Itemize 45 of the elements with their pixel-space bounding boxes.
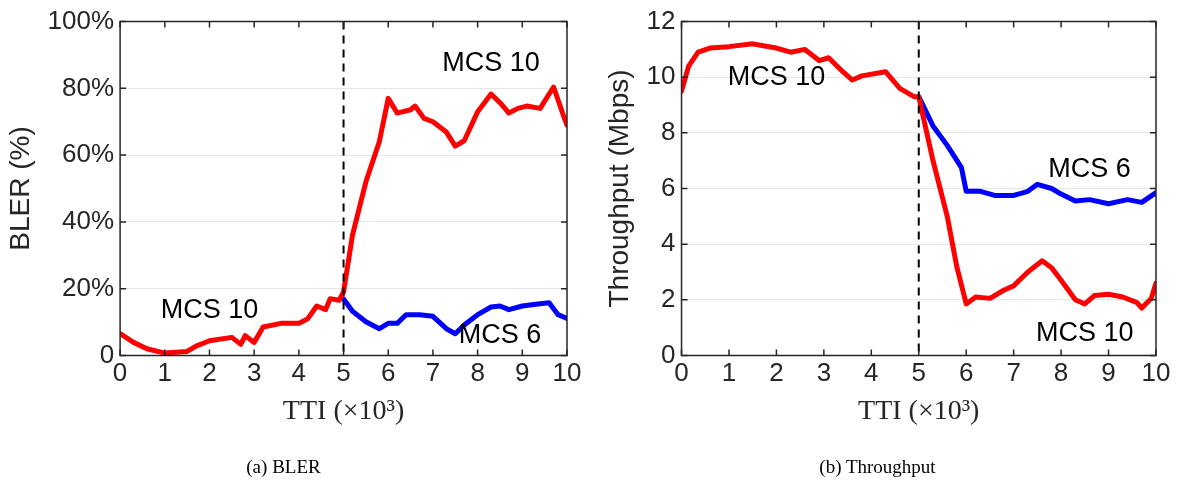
text: (b) Throughput [819, 455, 937, 478]
y-tick-label: 40% [62, 205, 115, 236]
annotation: MCS 10 [1036, 317, 1134, 348]
x-tick-label: 9 [1101, 357, 1116, 388]
x-tick-label: 7 [1006, 357, 1021, 388]
y-tick-label: 80% [62, 71, 115, 102]
y-tick-label: 2 [661, 282, 676, 313]
x-tick-label: 6 [958, 357, 974, 388]
y-tick-label: 12 [646, 4, 676, 35]
y-axis-title: BLER (%) [3, 126, 35, 251]
x-tick-label: 2 [769, 357, 784, 388]
annotation: MCS 6 [1048, 153, 1131, 184]
y-tick-label: 0 [99, 338, 115, 369]
x-tick-label: 6 [381, 357, 396, 388]
text: (a) BLER [246, 455, 322, 478]
x-tick-label: 4 [291, 357, 307, 388]
y-tick-label: 6 [661, 171, 676, 202]
x-tick-label: 9 [515, 357, 530, 388]
y-tick-label: 60% [62, 138, 115, 169]
x-tick-label: 2 [202, 357, 217, 388]
y-tick-label: 10 [646, 60, 676, 91]
y-tick-label: 20% [62, 271, 115, 302]
x-tick-label: 10 [552, 357, 582, 388]
x-tick-label: 3 [816, 357, 832, 388]
annotation: MCS 6 [458, 319, 542, 350]
y-axis-title: Throughput (Mbps) [602, 69, 634, 308]
y-tick-label: 4 [661, 227, 676, 258]
y-tick-label: 0 [661, 338, 676, 369]
annotation: MCS 10 [442, 47, 540, 78]
x-tick-label: 5 [336, 357, 351, 388]
annotation: MCS 10 [727, 61, 826, 92]
x-tick-label: 7 [425, 357, 441, 388]
x-axis-title: TTI (×10³) [858, 393, 980, 425]
x-axis-title: TTI (×10³) [282, 393, 405, 425]
x-tick-label: 5 [911, 357, 926, 388]
x-tick-label: 3 [246, 357, 262, 388]
x-tick-label: 10 [1141, 357, 1171, 388]
y-tick-label: 8 [661, 116, 676, 147]
annotation: MCS 10 [160, 294, 259, 325]
x-tick-label: 8 [470, 357, 485, 388]
x-tick-label: 1 [721, 357, 737, 388]
y-tick-label: 100% [47, 4, 115, 35]
x-tick-label: 4 [864, 357, 879, 388]
x-tick-label: 1 [157, 357, 173, 388]
x-tick-label: 8 [1053, 357, 1069, 388]
